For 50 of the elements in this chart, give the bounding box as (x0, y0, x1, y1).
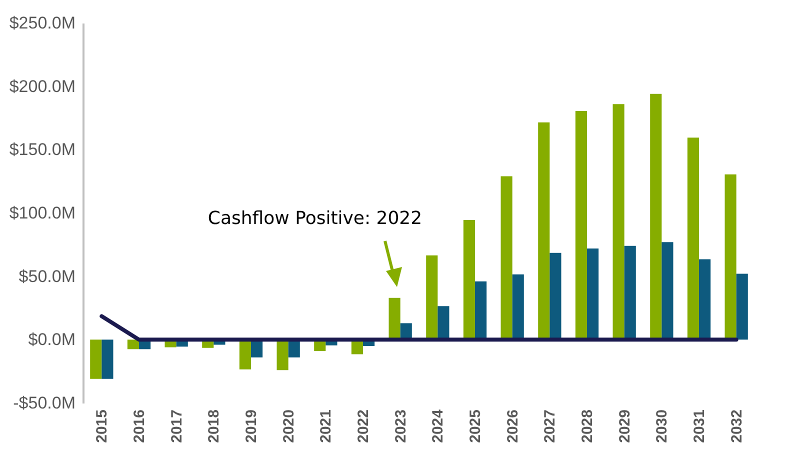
bar (426, 255, 438, 340)
x-tick-label: 2015 (94, 410, 111, 443)
x-tick-label: 2018 (206, 410, 223, 443)
y-tick-label: $250.0M (9, 14, 76, 32)
bar (438, 306, 450, 340)
bar (662, 242, 674, 340)
bar (463, 220, 475, 340)
bar (90, 340, 102, 379)
bar (736, 274, 748, 340)
bar (512, 274, 524, 340)
x-tick-label: 2028 (579, 410, 596, 443)
x-tick-label: 2030 (654, 410, 671, 443)
bar (276, 340, 288, 370)
x-tick-label: 2032 (728, 410, 746, 443)
bar (587, 248, 599, 340)
y-tick-label: $0.0M (28, 330, 76, 350)
x-tick-label: 2031 (691, 410, 708, 443)
x-tick-label: 2023 (392, 410, 410, 443)
x-tick-label: 2020 (280, 410, 298, 443)
y-tick-label: -$50.0M (13, 394, 76, 412)
bar (575, 111, 587, 340)
x-tick-label: 2022 (355, 410, 372, 443)
x-tick-label: 2025 (467, 410, 484, 443)
bar (102, 340, 114, 379)
y-tick-label: $100.0M (9, 204, 76, 222)
y-tick-label: $150.0M (9, 140, 76, 160)
bar (239, 340, 251, 370)
x-tick-label: 2019 (243, 410, 260, 443)
x-tick-label: 2029 (616, 410, 634, 443)
x-tick-label: 2027 (542, 410, 559, 443)
y-tick-label: $200.0M (9, 76, 76, 96)
bar (612, 104, 624, 340)
bar (624, 246, 636, 340)
x-tick-label: 2021 (318, 410, 335, 443)
bar (724, 174, 736, 340)
annotation: Cashflow Positive: 2022 (208, 208, 422, 229)
bar (687, 138, 699, 340)
bar (550, 252, 562, 340)
bar (538, 122, 550, 340)
x-tick-label: 2016 (131, 410, 148, 443)
y-tick-label: $50.0M (18, 266, 76, 286)
bar (699, 259, 711, 340)
x-tick-label: 2026 (504, 410, 522, 443)
bar (127, 340, 139, 350)
bar (500, 176, 512, 340)
bar (475, 281, 487, 340)
x-tick-label: 2017 (168, 410, 186, 443)
bar (650, 94, 662, 340)
x-tick-label: 2024 (430, 408, 447, 443)
bar (388, 298, 400, 340)
